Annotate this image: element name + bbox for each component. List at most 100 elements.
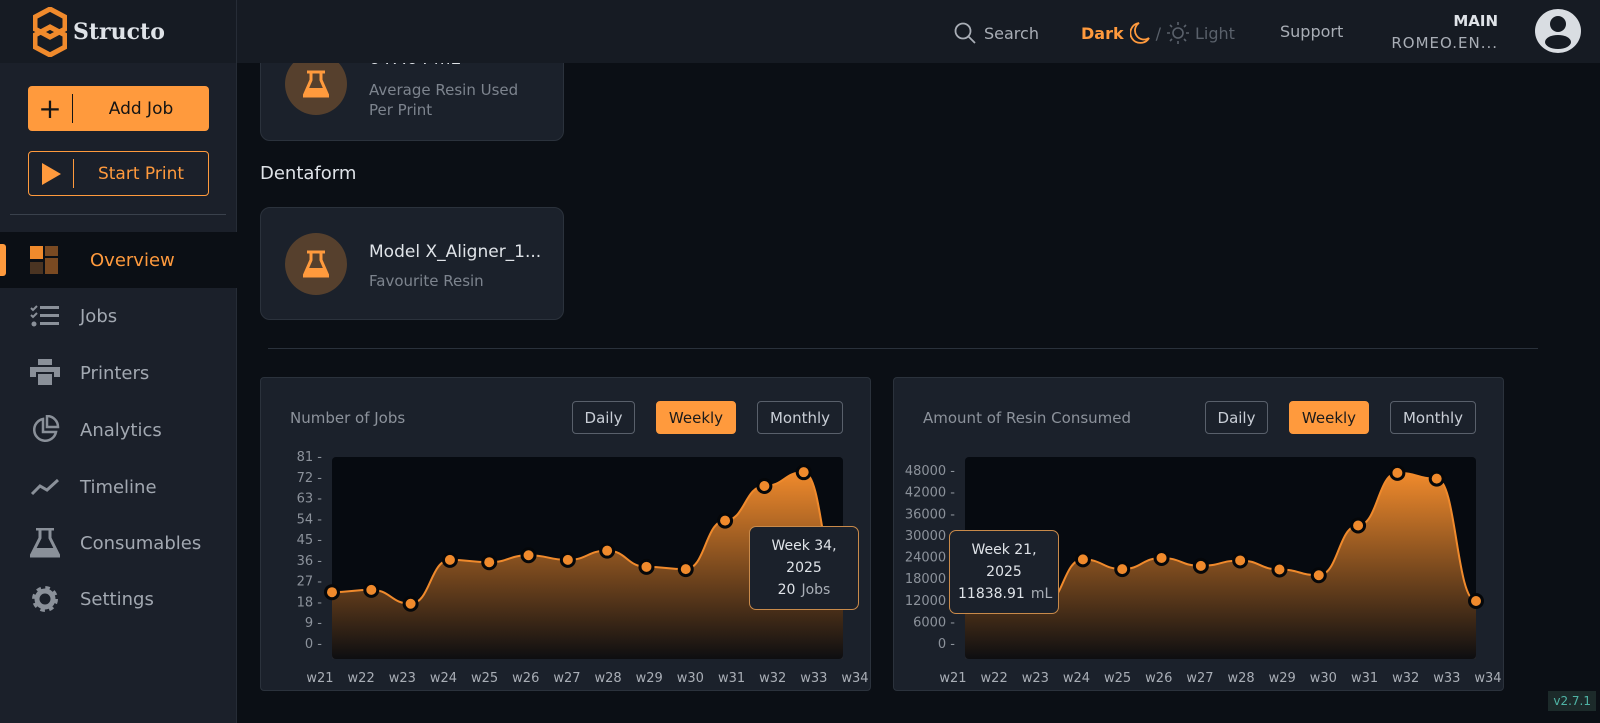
support-link[interactable]: Support: [1280, 22, 1343, 41]
tooltip-value: 20: [777, 582, 796, 598]
data-point[interactable]: [1428, 470, 1445, 487]
moon-icon: [1129, 22, 1150, 44]
x-tick-label: w23: [389, 671, 416, 686]
avatar[interactable]: [1534, 8, 1582, 54]
y-tick-label: 45 -: [297, 533, 323, 548]
light-mode-option[interactable]: Light: [1195, 23, 1235, 43]
sidebar-item-label: Timeline: [80, 476, 157, 498]
sidebar-item-analytics[interactable]: Analytics: [0, 402, 237, 458]
sidebar-item-overview[interactable]: Overview: [0, 232, 237, 288]
data-point[interactable]: [1153, 549, 1170, 566]
data-point[interactable]: [717, 512, 734, 529]
data-point[interactable]: [1468, 593, 1484, 610]
data-point[interactable]: [795, 464, 812, 481]
data-point[interactable]: [1350, 517, 1367, 534]
data-point[interactable]: [599, 542, 616, 559]
tooltip-value: 11838.91: [958, 586, 1025, 602]
search-button[interactable]: Search: [954, 22, 1039, 44]
data-point[interactable]: [324, 584, 340, 601]
play-icon: [29, 159, 74, 188]
x-tick-label: w24: [430, 671, 457, 686]
add-job-label: Add Job: [108, 98, 174, 119]
trend-line-icon: [30, 477, 80, 497]
data-point[interactable]: [1114, 561, 1131, 578]
sidebar-item-timeline[interactable]: Timeline: [0, 459, 237, 515]
y-tick-label: 63 -: [297, 492, 323, 507]
data-point[interactable]: [1192, 557, 1209, 574]
y-tick-label: 36000 -: [905, 507, 955, 522]
sidebar-item-consumables[interactable]: Consumables: [0, 515, 237, 571]
sidebar-item-label: Analytics: [80, 419, 162, 441]
data-point[interactable]: [1074, 551, 1091, 568]
weekly-button[interactable]: Weekly: [1289, 401, 1369, 434]
structo-logo-icon: [33, 6, 67, 57]
sun-icon: [1167, 22, 1189, 44]
daily-button[interactable]: Daily: [1205, 401, 1268, 434]
data-point[interactable]: [559, 551, 576, 568]
support-label: Support: [1280, 22, 1344, 41]
workspace-name: MAIN: [1453, 12, 1498, 30]
x-tick-label: w27: [553, 671, 580, 686]
resin-chart-panel: Amount of Resin Consumed Daily Weekly Mo…: [893, 377, 1504, 691]
x-tick-label: w32: [759, 671, 786, 686]
y-tick-label: 48000 -: [905, 464, 955, 479]
chart-title: Number of Jobs: [290, 409, 406, 427]
data-point[interactable]: [756, 478, 773, 495]
x-tick-label: w23: [1022, 671, 1049, 686]
y-tick-label: 6000 -: [913, 615, 955, 630]
y-tick-label: 72 -: [297, 471, 323, 486]
y-tick-label: 27 -: [297, 575, 323, 590]
tooltip-title: Week 21, 2025: [971, 542, 1037, 580]
section-heading: Dentaform: [260, 163, 357, 184]
sidebar-item-label: Printers: [80, 362, 150, 384]
search-label: Search: [984, 23, 1039, 43]
theme-toggle[interactable]: Dark / Light: [1081, 22, 1235, 44]
data-point[interactable]: [1310, 567, 1327, 584]
weekly-button[interactable]: Weekly: [656, 401, 736, 434]
sidebar-item-label: Consumables: [80, 532, 202, 554]
data-point[interactable]: [402, 595, 419, 612]
logo[interactable]: Structo: [0, 0, 236, 63]
data-point[interactable]: [520, 547, 537, 564]
x-tick-label: w33: [1433, 671, 1460, 686]
sidebar-item-settings[interactable]: Settings: [0, 571, 237, 627]
x-tick-label: w29: [636, 671, 663, 686]
x-tick-label: w28: [1227, 671, 1254, 686]
overview-grid-icon: [30, 246, 80, 274]
sidebar-item-jobs[interactable]: Jobs: [0, 288, 237, 344]
data-point[interactable]: [363, 581, 380, 598]
theme-separator: /: [1155, 23, 1161, 43]
divider: [268, 348, 1538, 349]
x-tick-label: w25: [1104, 671, 1131, 686]
dark-mode-option[interactable]: Dark: [1081, 23, 1124, 43]
add-job-button[interactable]: + Add Job: [28, 86, 209, 131]
start-print-button[interactable]: Start Print: [28, 151, 209, 196]
data-point[interactable]: [441, 551, 458, 568]
flask-icon: [30, 528, 80, 558]
sidebar-item-printers[interactable]: Printers: [0, 345, 237, 401]
x-tick-label: w26: [1145, 671, 1172, 686]
sidebar: Structo + Add Job Start Print Overview J…: [0, 0, 237, 723]
data-point[interactable]: [481, 554, 498, 571]
data-point[interactable]: [1389, 464, 1406, 481]
start-print-label: Start Print: [97, 163, 185, 184]
x-tick-label: w33: [800, 671, 827, 686]
x-tick-label: w34: [1474, 671, 1501, 686]
sidebar-item-label: Overview: [90, 249, 175, 271]
data-point[interactable]: [677, 561, 694, 578]
x-tick-label: w30: [677, 671, 704, 686]
data-point[interactable]: [638, 558, 655, 575]
data-point[interactable]: [1232, 552, 1249, 569]
monthly-button[interactable]: Monthly: [1390, 401, 1476, 434]
flask-icon: [303, 70, 329, 98]
x-tick-label: w31: [718, 671, 745, 686]
monthly-button[interactable]: Monthly: [757, 401, 843, 434]
x-tick-label: w22: [348, 671, 375, 686]
y-tick-label: 12000 -: [905, 594, 955, 609]
data-point[interactable]: [1271, 561, 1288, 578]
daily-button[interactable]: Daily: [572, 401, 635, 434]
account-info[interactable]: MAIN ROMEO.EN...: [1391, 10, 1498, 54]
y-tick-label: 24000 -: [905, 551, 955, 566]
brand-name: Structo: [73, 18, 165, 45]
y-tick-label: 30000 -: [905, 529, 955, 544]
